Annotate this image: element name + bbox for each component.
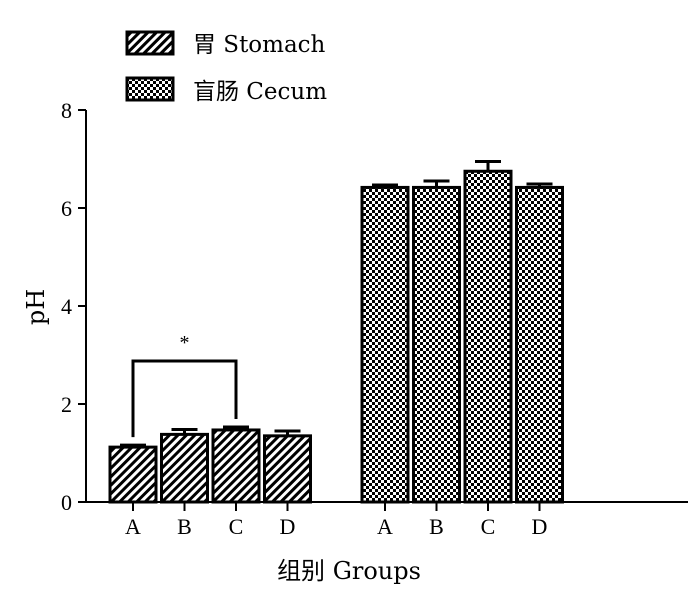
x-tick-label: D bbox=[280, 514, 296, 539]
bars bbox=[108, 159, 564, 504]
x-axis-title: 组别 Groups bbox=[277, 557, 421, 585]
significance-bracket: * bbox=[131, 332, 238, 438]
legend-item-stomach: 胃 Stomach bbox=[125, 30, 326, 58]
y-axis-title: pH bbox=[22, 289, 50, 325]
x-tick-label: A bbox=[125, 514, 141, 539]
y-tick-label: 4 bbox=[61, 294, 72, 319]
x-tick-label: C bbox=[481, 514, 496, 539]
significance-bracket-line bbox=[131, 359, 238, 438]
bar bbox=[463, 169, 513, 504]
legend-label-cecum: 盲肠 Cecum bbox=[193, 79, 327, 105]
y-tick-label: 8 bbox=[61, 98, 72, 123]
x-tick-label: C bbox=[229, 514, 244, 539]
x-tick-label: B bbox=[429, 514, 444, 539]
legend-swatch-cecum bbox=[125, 76, 175, 102]
legend-item-cecum: 盲肠 Cecum bbox=[125, 76, 327, 105]
bar bbox=[108, 445, 158, 504]
y-axis-ticks: 0 2 4 6 8 bbox=[61, 98, 86, 515]
bar bbox=[160, 432, 209, 504]
bar bbox=[263, 434, 312, 504]
bar bbox=[211, 428, 261, 504]
x-tick-label: D bbox=[532, 514, 548, 539]
legend: 胃 Stomach 盲肠 Cecum bbox=[125, 30, 327, 105]
legend-swatch-stomach bbox=[125, 30, 175, 56]
significance-star: * bbox=[180, 332, 190, 354]
y-tick-label: 0 bbox=[61, 490, 72, 515]
bar bbox=[515, 185, 564, 504]
y-tick-label: 2 bbox=[61, 392, 72, 417]
x-tick-label: B bbox=[177, 514, 192, 539]
legend-label-stomach: 胃 Stomach bbox=[193, 32, 326, 58]
bar bbox=[412, 185, 461, 504]
x-tick-label: A bbox=[377, 514, 393, 539]
bar bbox=[360, 185, 410, 504]
y-tick-label: 6 bbox=[61, 196, 72, 221]
